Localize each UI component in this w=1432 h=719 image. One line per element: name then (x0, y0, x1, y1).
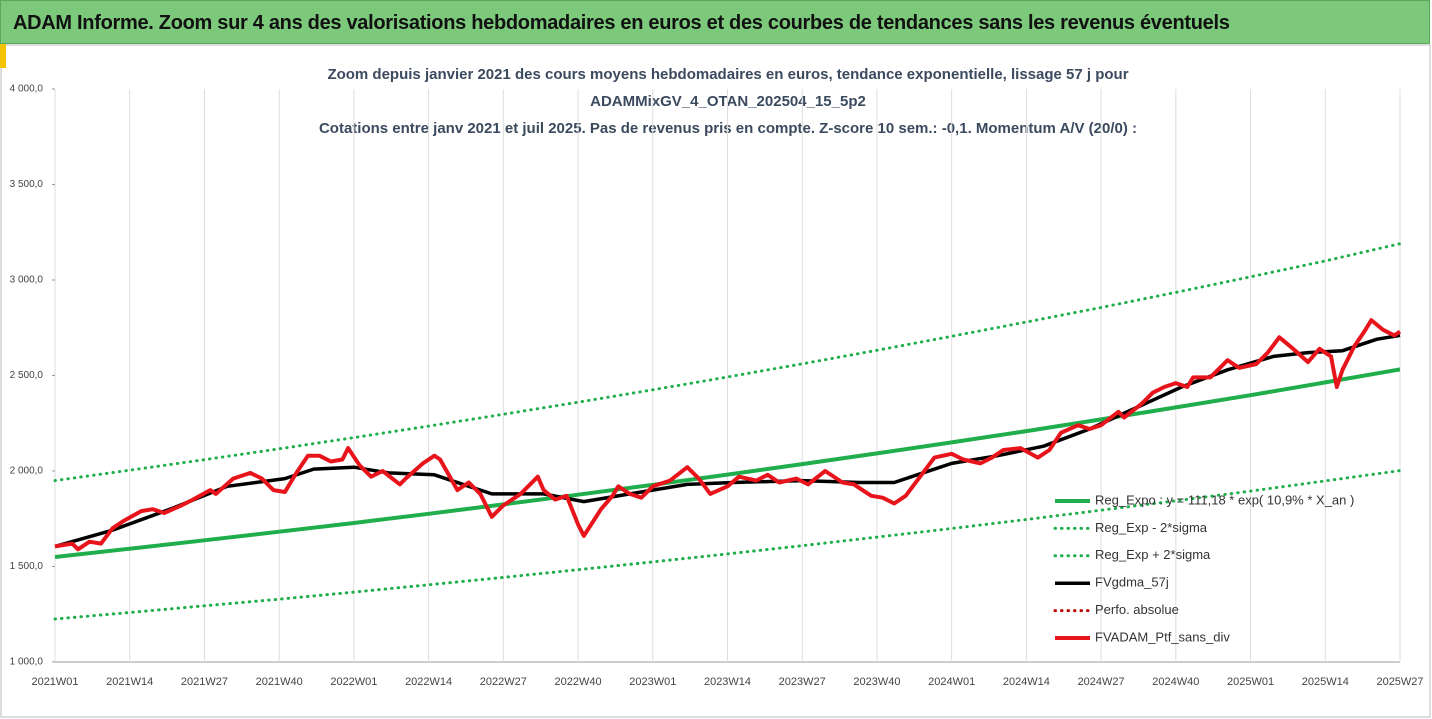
x-tick-label: 2021W01 (31, 676, 78, 688)
legend-label: FVADAM_Ptf_sans_div (1095, 629, 1230, 644)
y-tick-label: 2 000,0 (10, 466, 44, 477)
y-tick-label: 3 500,0 (10, 179, 44, 190)
legend-label: Perfo. absolue (1095, 602, 1179, 617)
x-tick-label: 2025W01 (1227, 676, 1274, 688)
x-tick-label: 2021W14 (106, 676, 153, 688)
x-tick-label: 2023W40 (853, 676, 900, 688)
y-tick-label: 4 000,0 (10, 84, 44, 95)
legend-label: FVgdma_57j (1095, 575, 1169, 590)
series-line (54, 367, 1401, 559)
series-line (54, 318, 1402, 552)
banner-title: ADAM Informe. Zoom sur 4 ans des valoris… (13, 12, 1230, 34)
x-tick-label: 2022W27 (480, 676, 527, 688)
x-tick-label: 2022W40 (555, 676, 602, 688)
chart-border (0, 44, 1431, 718)
chart-title: Zoom depuis janvier 2021 des cours moyen… (327, 66, 1128, 83)
x-tick-label: 2022W01 (330, 676, 377, 688)
x-tick-label: 2025W27 (1376, 676, 1423, 688)
series-line (53, 242, 1402, 483)
x-tick-label: 2024W40 (1152, 676, 1199, 688)
x-tick-label: 2023W01 (629, 676, 676, 688)
legend-label: Reg_Exp + 2*sigma (1095, 547, 1211, 562)
x-tick-label: 2024W27 (1078, 676, 1125, 688)
y-tick-label: 2 500,0 (10, 370, 44, 381)
y-tick-label: 3 000,0 (10, 275, 44, 286)
y-tick-label: 1 500,0 (10, 561, 44, 572)
legend-label: Reg_Exp - 2*sigma (1095, 520, 1208, 535)
x-tick-label: 2023W27 (779, 676, 826, 688)
chart: Zoom depuis janvier 2021 des cours moyen… (0, 44, 1431, 718)
series-line (54, 333, 1401, 549)
legend-label: Reg_Expo : y = 111,18 * exp( 10,9% * X_a… (1095, 492, 1354, 507)
x-tick-label: 2021W40 (256, 676, 303, 688)
accent (0, 44, 6, 68)
x-tick-label: 2025W14 (1302, 676, 1349, 688)
y-tick-label: 1 000,0 (10, 657, 44, 668)
x-tick-label: 2023W14 (704, 676, 751, 688)
x-tick-label: 2024W01 (928, 676, 975, 688)
series-line (53, 469, 1402, 621)
x-tick-label: 2021W27 (181, 676, 228, 688)
banner: ADAM Informe. Zoom sur 4 ans des valoris… (0, 0, 1430, 44)
x-tick-label: 2022W14 (405, 676, 452, 688)
x-tick-label: 2024W14 (1003, 676, 1050, 688)
